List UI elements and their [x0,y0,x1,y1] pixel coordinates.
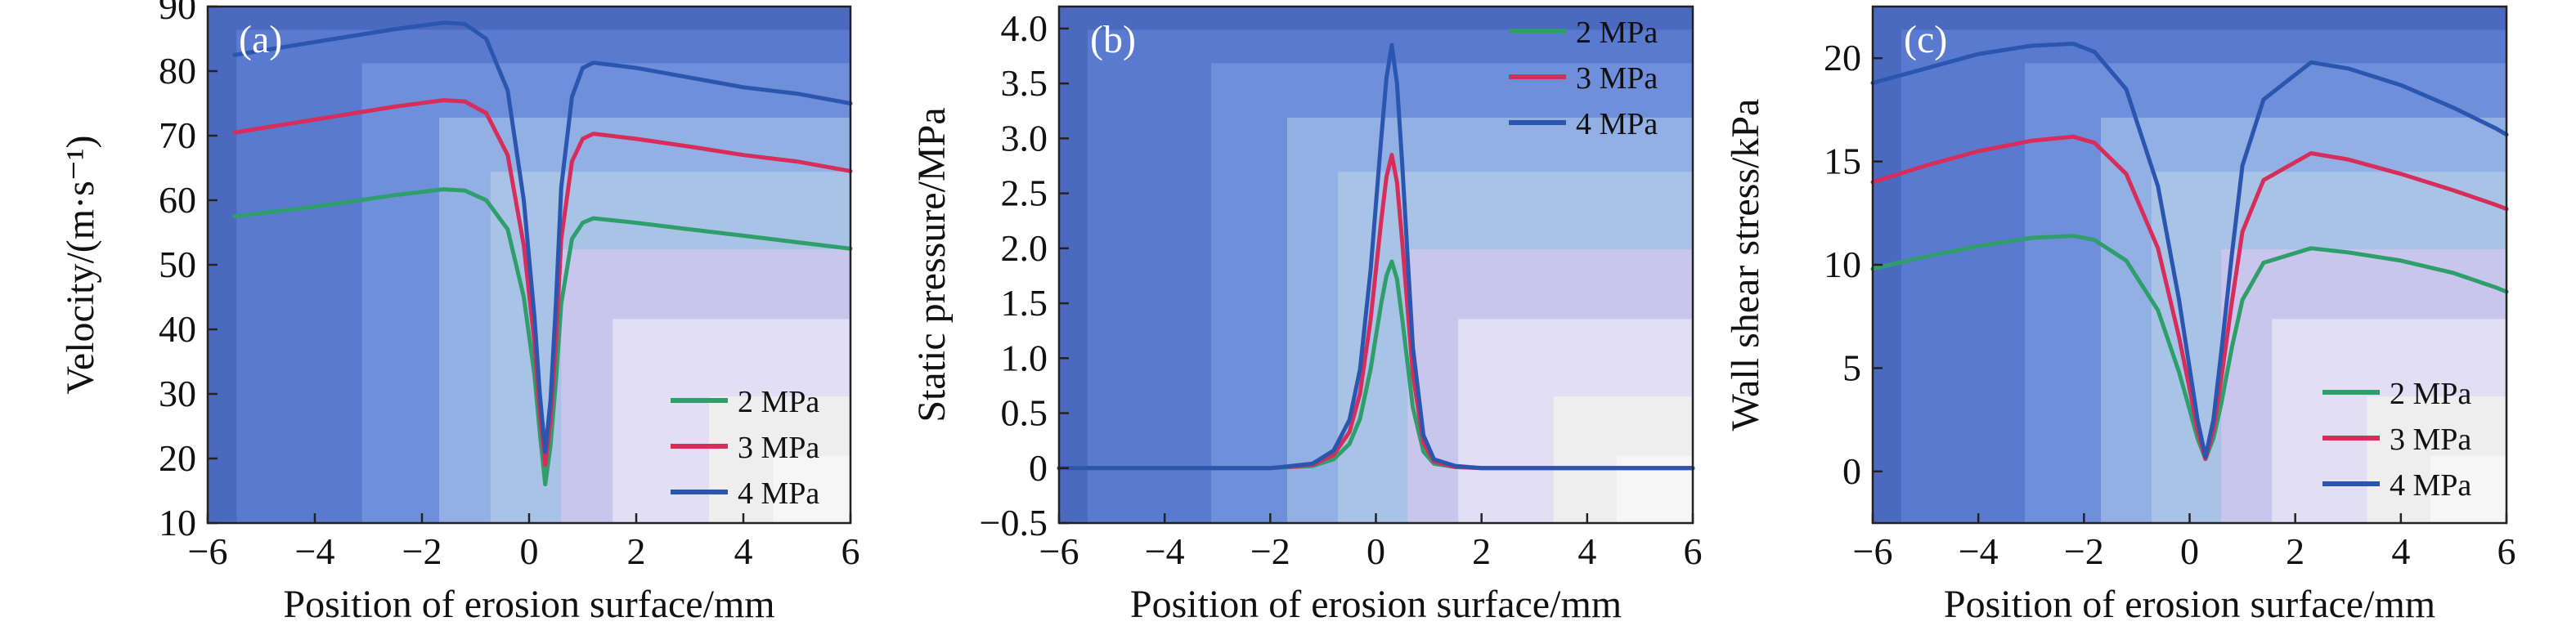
x-tick-label: −4 [1145,530,1185,572]
x-tick-label: −6 [1039,530,1079,572]
panel-b: −6 −4 −2 0 2 4 6 −0.5 0 0.5 1.0 1.5 2.0 2.5 3.0 3.5 4.0 P… [910,5,1703,626]
panel-a: −6 −4 −2 0 2 4 6 10 20 30 40 50 60 70 80 90 Position of … [59,0,860,626]
background-band [2430,455,2506,523]
y-tick-label: 40 [159,308,196,350]
legend-label: 3 MPa [1576,61,1658,96]
x-tick-label: −6 [188,530,228,572]
x-tick-label: 2 [1472,530,1491,572]
legend-label: 2 MPa [2390,377,2471,411]
series-line-4-mpa [1870,42,2509,459]
legend-label: 2 MPa [1576,16,1658,50]
y-tick-label: 30 [159,373,196,414]
y-tick-label: 1.5 [1001,282,1048,324]
x-tick-label: 6 [2497,530,2516,572]
y-tick-label: 3.0 [1001,117,1048,159]
y-tick-label: 0.5 [1001,392,1048,434]
x-tick-label: −2 [402,530,442,572]
background-band [773,455,850,523]
y-tick-label: 60 [159,179,196,221]
legend-label: 4 MPa [738,476,819,511]
y-axis-title: Wall shear stress/kPa [1724,99,1767,432]
y-tick-label: 15 [1824,141,1861,182]
series-line-4-mpa [1057,42,1695,471]
y-axis-title: Static pressure/MPa [910,107,954,422]
x-tick-label: −6 [1853,530,1893,572]
legend-label: 3 MPa [738,431,819,465]
y-tick-label: 10 [1824,244,1861,285]
x-tick-label: 4 [1577,530,1596,572]
panel-label: (c) [1904,18,1947,61]
y-tick-label: 50 [159,244,196,285]
x-tick-label: −2 [2064,530,2104,572]
x-tick-label: 6 [841,530,860,572]
y-tick-label: 2.0 [1001,227,1048,269]
x-tick-label: 2 [627,530,646,572]
y-tick-label: 90 [159,0,196,27]
y-tick-label: 3.5 [1001,62,1048,104]
x-tick-label: −2 [1250,530,1290,572]
y-tick-label: 20 [1824,37,1861,78]
y-tick-label: 10 [159,502,196,543]
x-tick-label: 0 [1367,530,1385,572]
x-axis-title: Position of erosion surface/mm [1130,583,1622,626]
series-line-2-mpa [232,187,853,487]
legend: 2 MPa 3 MPa 4 MPa [671,385,819,511]
x-axis-title: Position of erosion surface/mm [1944,583,2435,626]
legend: 2 MPa 3 MPa 4 MPa [1509,16,1658,141]
y-tick-label: 20 [159,437,196,479]
y-tick-label: 70 [159,114,196,156]
x-tick-label: 4 [734,530,753,572]
x-tick-label: 4 [2391,530,2410,572]
y-axis-title: Velocity/(m·s⁻¹) [59,136,102,395]
series-line-4-mpa [232,20,853,454]
x-tick-label: −4 [1959,530,1999,572]
y-tick-label: 4.0 [1001,7,1048,49]
x-tick-label: 0 [520,530,539,572]
legend: 2 MPa 3 MPa 4 MPa [2322,377,2471,503]
y-tick-label: −0.5 [980,502,1048,543]
legend-label: 4 MPa [1576,107,1658,141]
legend-label: 2 MPa [738,385,819,419]
panel-label: (a) [239,18,282,61]
x-tick-label: 0 [2180,530,2199,572]
panel-c: −6 −4 −2 0 2 4 6 0 5 10 15 20 Position of erosion su… [1724,5,2516,626]
y-tick-label: 5 [1842,347,1861,388]
y-tick-label: 0 [1029,447,1048,489]
x-tick-label: −4 [295,530,335,572]
x-tick-label: 2 [2286,530,2304,572]
y-tick-label: 0 [1842,450,1861,492]
legend-label: 3 MPa [2390,423,2471,457]
x-tick-label: 6 [1684,530,1703,572]
y-tick-label: 1.0 [1001,337,1048,378]
x-axis-title: Position of erosion surface/mm [283,583,774,626]
y-tick-label: 2.5 [1001,172,1048,214]
panel-label: (b) [1090,18,1136,61]
legend-label: 4 MPa [2390,468,2471,503]
y-tick-label: 80 [159,50,196,92]
background-band [1617,455,1693,523]
